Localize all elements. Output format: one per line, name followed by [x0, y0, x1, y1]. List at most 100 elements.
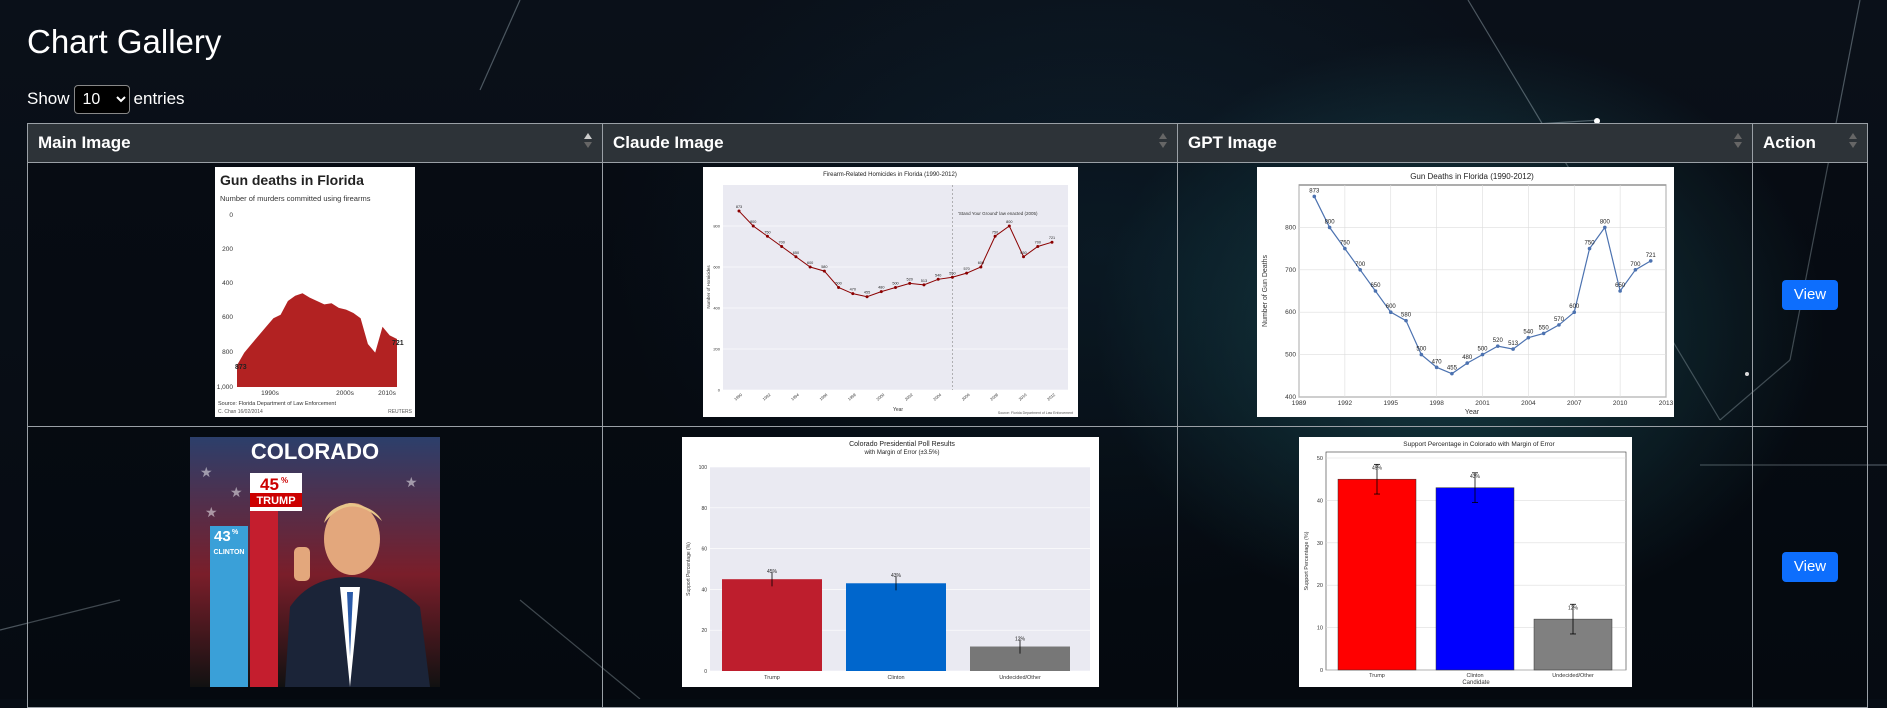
y-tick: 600	[222, 314, 233, 321]
x-tick: 2001	[1475, 400, 1490, 407]
gpt-image-thumbnail[interactable]: Gun Deaths in Florida (1990-2012) Year N…	[1256, 167, 1674, 417]
data-point	[936, 277, 940, 281]
data-point	[1617, 289, 1622, 293]
data-point	[1480, 352, 1484, 357]
column-header-main-image[interactable]: Main Image	[27, 123, 603, 163]
poster-clinton-label: CLINTON	[214, 549, 245, 556]
main-annotation-year: 2005	[335, 256, 353, 265]
data-point	[893, 286, 897, 289]
column-header-action[interactable]: Action	[1752, 123, 1868, 163]
x-tick: 2012	[1046, 392, 1057, 402]
data-label: 800	[1599, 219, 1610, 225]
data-point	[978, 265, 982, 269]
data-point	[1327, 225, 1331, 230]
data-point	[1419, 352, 1423, 357]
poster-pct-sign: %	[232, 529, 239, 536]
entries-select[interactable]: 10	[73, 84, 130, 114]
y-tick: 60	[701, 547, 707, 553]
x-tick: 2010	[1017, 392, 1028, 402]
data-label: 550	[1538, 325, 1549, 331]
data-label: 721	[1645, 253, 1656, 259]
x-tick: 2000	[875, 392, 886, 402]
column-header-label: Main Image	[38, 133, 131, 152]
data-label: 700	[778, 241, 784, 245]
data-point	[950, 275, 954, 279]
bar	[721, 579, 822, 671]
data-label: 873	[1309, 188, 1320, 194]
data-point	[737, 209, 740, 213]
claude-image-cell: Firearm-Related Homicides in Florida (19…	[602, 162, 1178, 427]
data-point	[1526, 335, 1530, 340]
data-label: 550	[949, 271, 955, 275]
show-label: Show	[27, 89, 70, 108]
data-label: 600	[806, 261, 812, 265]
data-point	[921, 283, 925, 287]
data-point	[865, 295, 869, 299]
claude-line-source: Source: Florida Department of Law Enforc…	[997, 411, 1072, 415]
y-tick: 800	[713, 224, 720, 229]
main-image-thumbnail[interactable]: Gun deaths in Florida Number of murders …	[215, 167, 415, 417]
data-point	[765, 234, 769, 238]
main-image-thumbnail[interactable]: ★ ★ ★ ★ COLORADO 45 % TRUMP	[190, 437, 440, 687]
poster-pct-sign: %	[281, 476, 288, 485]
gpt-line-xlabel: Year	[1464, 409, 1479, 416]
y-tick: 10	[1316, 626, 1322, 632]
poster-trump-bar	[250, 511, 278, 687]
data-label: 470	[1431, 359, 1442, 365]
x-tick: 1989	[1291, 400, 1306, 407]
data-label: 600	[1569, 304, 1580, 310]
table-row: ★ ★ ★ ★ COLORADO 45 % TRUMP	[27, 426, 1868, 708]
x-tick: 1996	[818, 392, 829, 402]
sort-icon	[1849, 133, 1857, 151]
y-tick: 80	[701, 506, 707, 512]
y-tick: 40	[1316, 498, 1322, 504]
claude-image-thumbnail[interactable]: Firearm-Related Homicides in Florida (19…	[702, 167, 1078, 417]
data-label: 45%	[1371, 465, 1382, 471]
x-tick: 1992	[761, 392, 772, 402]
data-point	[779, 245, 783, 248]
bar	[845, 583, 946, 671]
sort-icon	[584, 133, 592, 151]
claude-image-cell: Colorado Presidential Poll Results with …	[602, 426, 1178, 708]
x-tick: Trump	[764, 675, 780, 681]
data-point	[1449, 371, 1454, 376]
claude-line-xlabel: Year	[892, 407, 902, 413]
main-credit: C. Chan 16/02/2014	[218, 409, 263, 415]
action-cell: View	[1752, 162, 1868, 427]
column-header-claude-image[interactable]: Claude Image	[602, 123, 1178, 163]
y-tick: 500	[1285, 352, 1296, 359]
data-label: 480	[1462, 355, 1473, 361]
y-tick: 200	[713, 347, 720, 352]
entries-length-control: Show 10 entries	[27, 84, 1860, 114]
gpt-bar-ylabel: Support Percentage (%)	[1304, 531, 1310, 590]
claude-bar-ylabel: Support Percentage (%)	[686, 542, 692, 596]
data-label: 750	[764, 230, 770, 234]
y-tick: 400	[1285, 394, 1296, 401]
gpt-line-title: Gun Deaths in Florida (1990-2012)	[1410, 172, 1534, 181]
view-button[interactable]: View	[1781, 552, 1839, 582]
data-point	[1342, 246, 1347, 251]
claude-line-title: Firearm-Related Homicides in Florida (19…	[823, 172, 957, 178]
gpt-image-thumbnail[interactable]: Support Percentage in Colorado with Marg…	[1298, 437, 1632, 687]
data-point	[1373, 289, 1377, 293]
gpt-image-cell: Support Percentage in Colorado with Marg…	[1177, 426, 1753, 708]
y-tick: 20	[701, 628, 707, 634]
data-label: 580	[821, 265, 827, 269]
y-tick: 800	[222, 349, 233, 356]
x-tick: 2007	[1567, 400, 1582, 407]
data-label: 800	[750, 220, 756, 224]
main-annotation-text: Florida enacted its 'Stand Your Ground' …	[335, 265, 393, 288]
column-header-label: GPT Image	[1188, 133, 1277, 152]
y-tick: 0	[1319, 668, 1322, 674]
data-point	[1648, 259, 1653, 263]
data-label: 650	[1020, 251, 1026, 255]
gpt-bar-xlabel: Candidate	[1462, 680, 1490, 686]
claude-image-thumbnail[interactable]: Colorado Presidential Poll Results with …	[681, 437, 1099, 687]
y-tick: 50	[1316, 456, 1322, 462]
column-header-gpt-image[interactable]: GPT Image	[1177, 123, 1753, 163]
svg-text:★: ★	[205, 504, 218, 520]
view-button[interactable]: View	[1781, 279, 1839, 310]
poster-trump-label: TRUMP	[256, 495, 295, 507]
data-label: 520	[1492, 338, 1503, 344]
data-label: 500	[835, 282, 841, 286]
